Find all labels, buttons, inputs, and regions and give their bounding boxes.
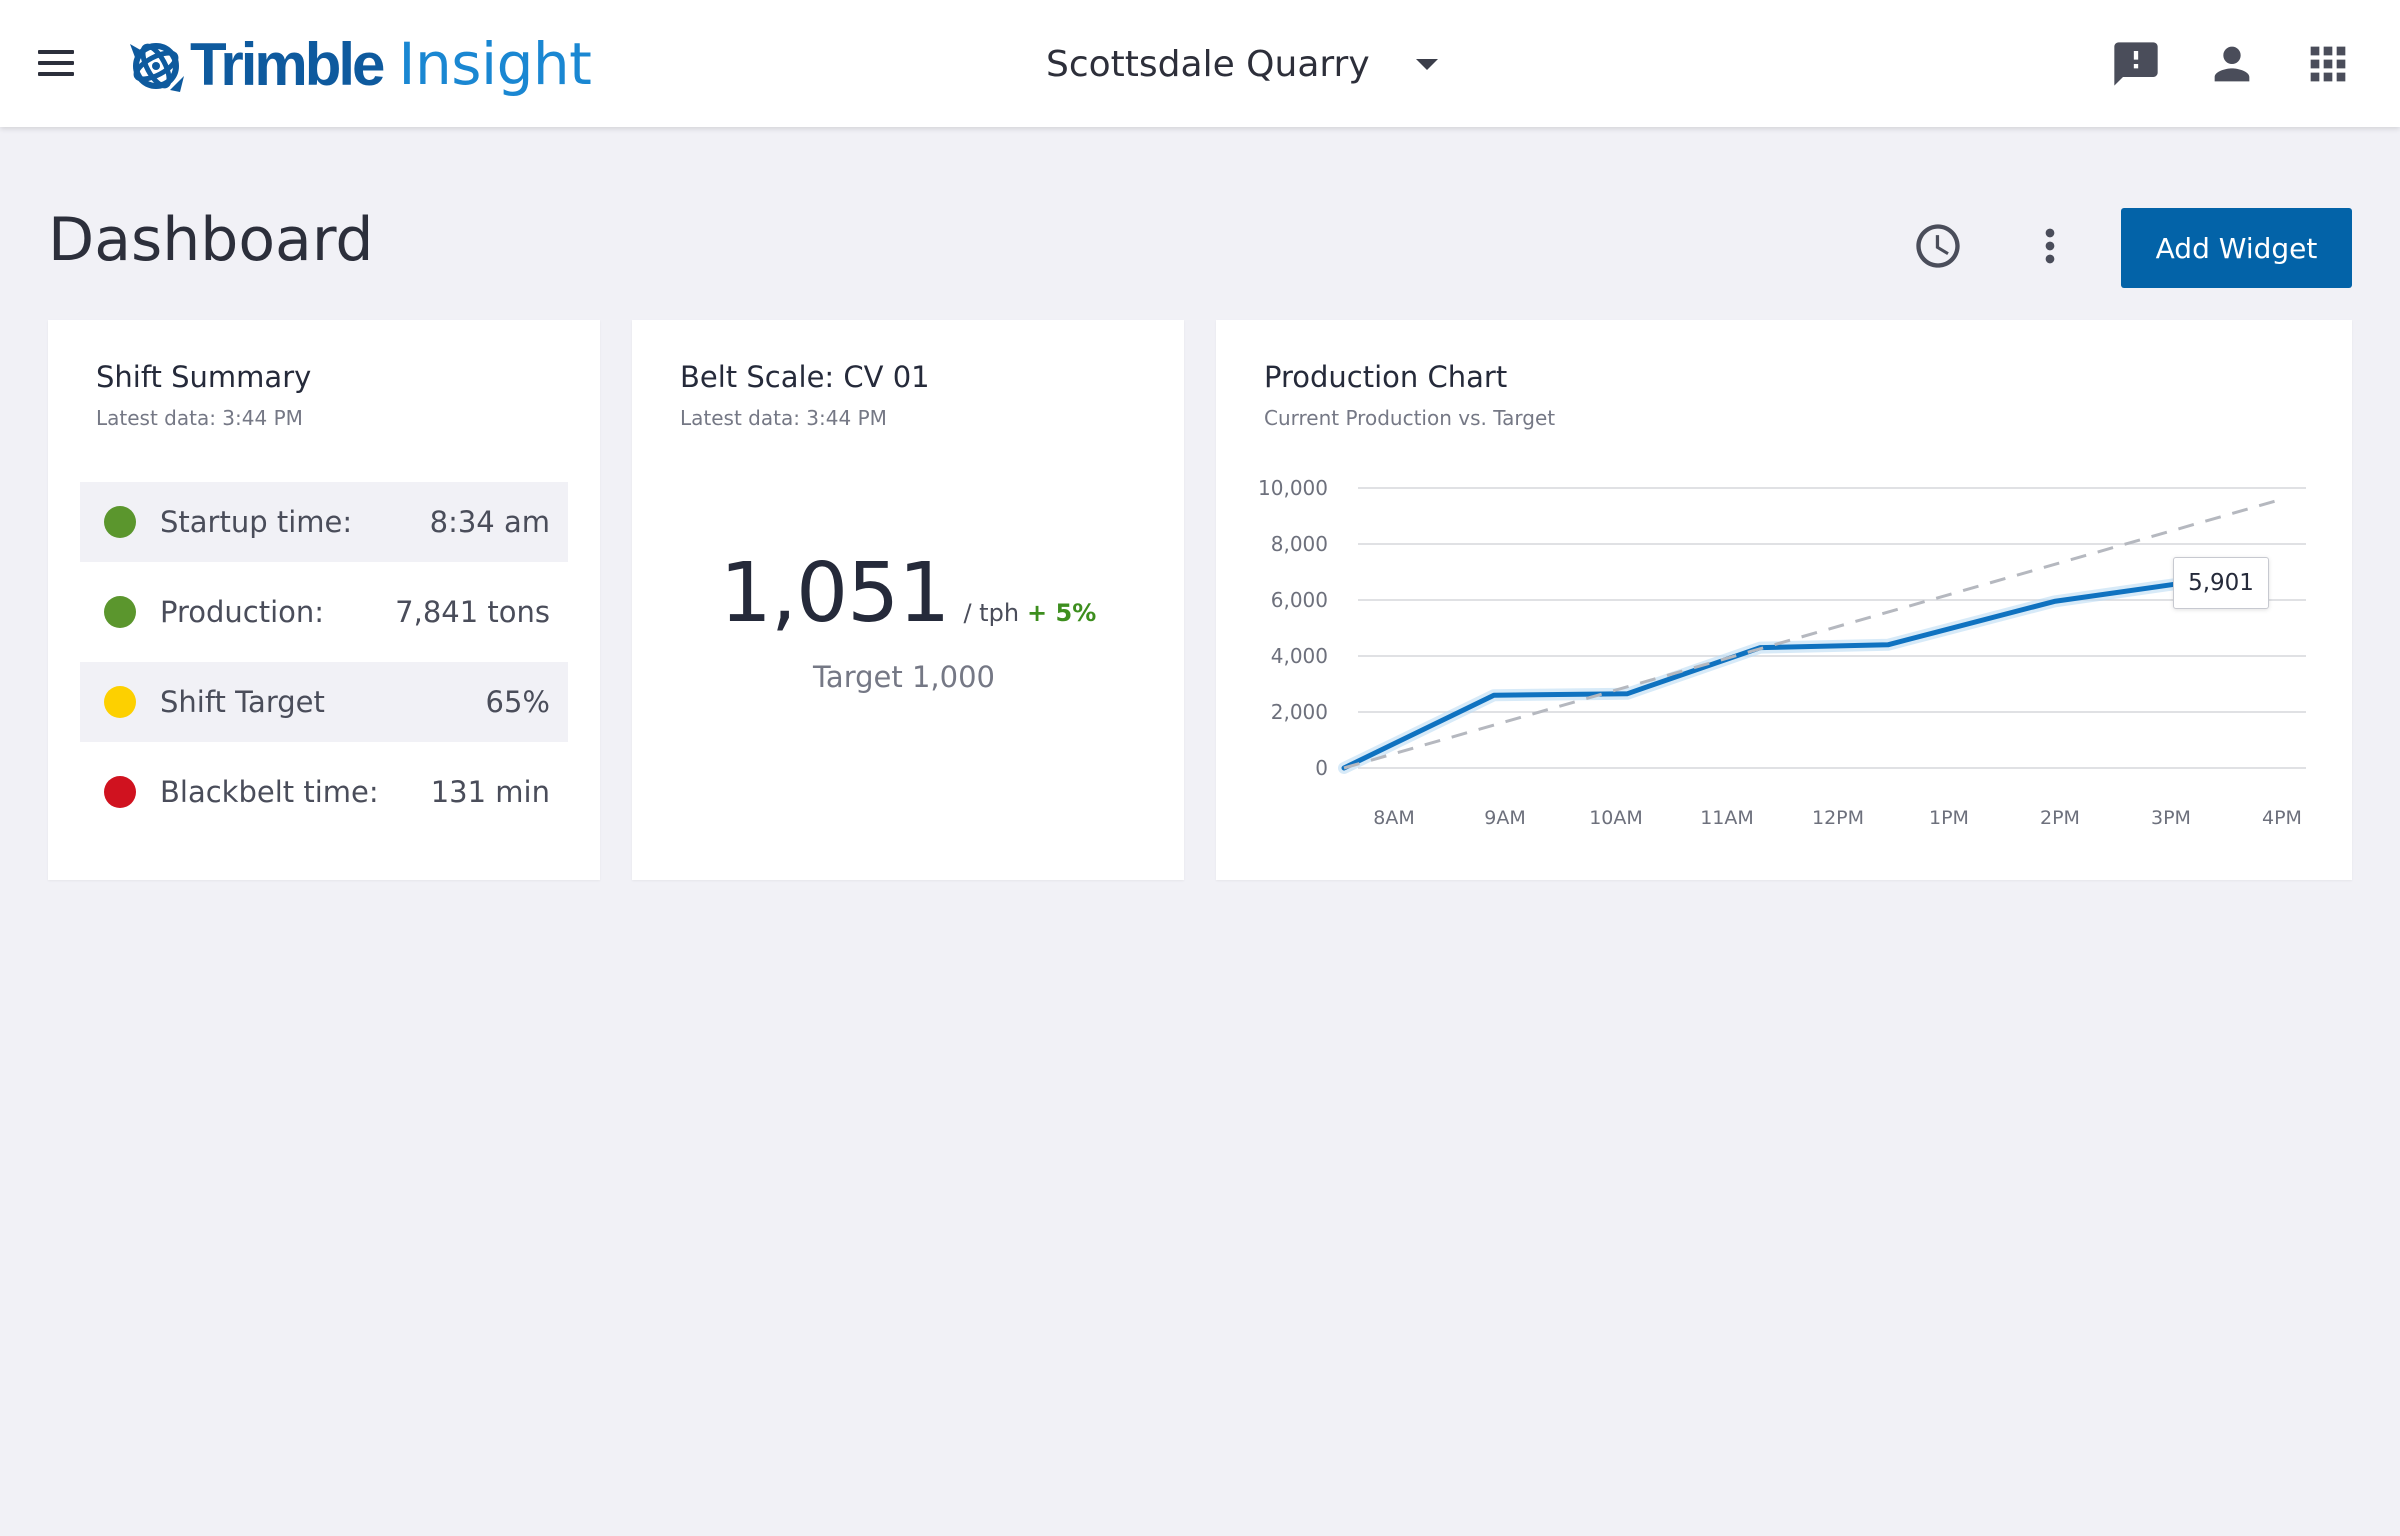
card-title: Shift Summary [96, 360, 312, 394]
card-title: Production Chart [1264, 360, 1508, 394]
belt-value-group: 1,051 / tph + 5% [632, 546, 1184, 641]
x-tick-label: 4PM [2262, 807, 2302, 829]
shift-summary-card: Shift Summary Latest data: 3:44 PM Start… [48, 320, 600, 880]
clock-icon[interactable] [1912, 220, 1964, 272]
belt-rate-delta: + 5% [1027, 599, 1097, 627]
x-tick-label: 3PM [2151, 807, 2191, 829]
top-bar: Trimble Insight Scottsdale Quarry [0, 0, 2400, 127]
more-vert-icon[interactable] [2024, 220, 2076, 272]
card-title: Belt Scale: CV 01 [680, 360, 930, 394]
chevron-down-icon [1415, 58, 1438, 70]
x-tick-label: 2PM [2040, 807, 2080, 829]
summary-value: 8:34 am [429, 505, 550, 539]
card-subtitle: Current Production vs. Target [1264, 406, 1556, 430]
card-subtitle: Latest data: 3:44 PM [680, 406, 887, 430]
x-tick-label: 12PM [1812, 807, 1864, 829]
y-tick-label: 2,000 [1271, 700, 1328, 724]
card-subtitle: Latest data: 3:44 PM [96, 406, 303, 430]
belt-scale-card: Belt Scale: CV 01 Latest data: 3:44 PM 1… [632, 320, 1184, 880]
summary-row-production: Production: 7,841 tons [80, 572, 568, 652]
summary-value: 7,841 tons [395, 595, 550, 629]
belt-rate-value: 1,051 [719, 546, 951, 641]
summary-label: Production: [160, 595, 325, 629]
x-tick-label: 8AM [1373, 807, 1414, 829]
x-tick-label: 11AM [1700, 807, 1754, 829]
y-tick-label: 6,000 [1271, 588, 1328, 612]
brand-name: Trimble [190, 30, 385, 98]
summary-row-startup: Startup time: 8:34 am [80, 482, 568, 562]
production-series-glow [1338, 577, 2189, 774]
user-icon[interactable] [2206, 38, 2258, 90]
status-dot [104, 596, 136, 628]
trimble-insight-logo[interactable]: Trimble Insight [126, 26, 592, 102]
summary-label: Startup time: [160, 505, 353, 539]
production-line-chart: 0 2,000 4,000 6,000 8,000 10,000 8AM 9AM 10AM 11A… [1258, 476, 2306, 829]
trimble-globe-icon [130, 43, 184, 92]
y-tick-label: 0 [1315, 756, 1328, 780]
x-tick-label: 9AM [1484, 807, 1525, 829]
menu-icon[interactable] [30, 42, 82, 86]
summary-label: Shift Target [160, 685, 325, 719]
target-series-line [1343, 497, 2283, 770]
feedback-icon[interactable] [2110, 38, 2162, 90]
y-tick-label: 10,000 [1258, 476, 1328, 500]
summary-list: Startup time: 8:34 am Production: 7,841 … [80, 482, 568, 842]
x-tick-label: 1PM [1929, 807, 1969, 829]
status-dot [104, 776, 136, 808]
production-chart-card: Production Chart Current Production vs. … [1216, 320, 2352, 880]
summary-row-shift-target: Shift Target 65% [80, 662, 568, 742]
add-widget-button[interactable]: Add Widget [2121, 208, 2352, 288]
y-tick-label: 4,000 [1271, 644, 1328, 668]
site-selector[interactable]: Scottsdale Quarry [1046, 34, 1438, 94]
chart-tooltip: 5,901 [2173, 557, 2269, 609]
belt-rate-unit: / tph [963, 599, 1020, 627]
summary-row-blackbelt: Blackbelt time: 131 min [80, 752, 568, 832]
status-dot [104, 686, 136, 718]
site-name: Scottsdale Quarry [1046, 43, 1370, 85]
summary-label: Blackbelt time: [160, 775, 379, 809]
page-title: Dashboard [48, 205, 374, 275]
belt-target: Target 1,000 [813, 660, 995, 694]
summary-value: 65% [485, 685, 550, 719]
apps-grid-icon[interactable] [2302, 38, 2354, 90]
status-dot [104, 506, 136, 538]
summary-value: 131 min [430, 775, 550, 809]
product-name: Insight [398, 30, 592, 98]
production-series-line [1341, 580, 2185, 771]
x-tick-label: 10AM [1589, 807, 1643, 829]
y-tick-label: 8,000 [1271, 532, 1328, 556]
